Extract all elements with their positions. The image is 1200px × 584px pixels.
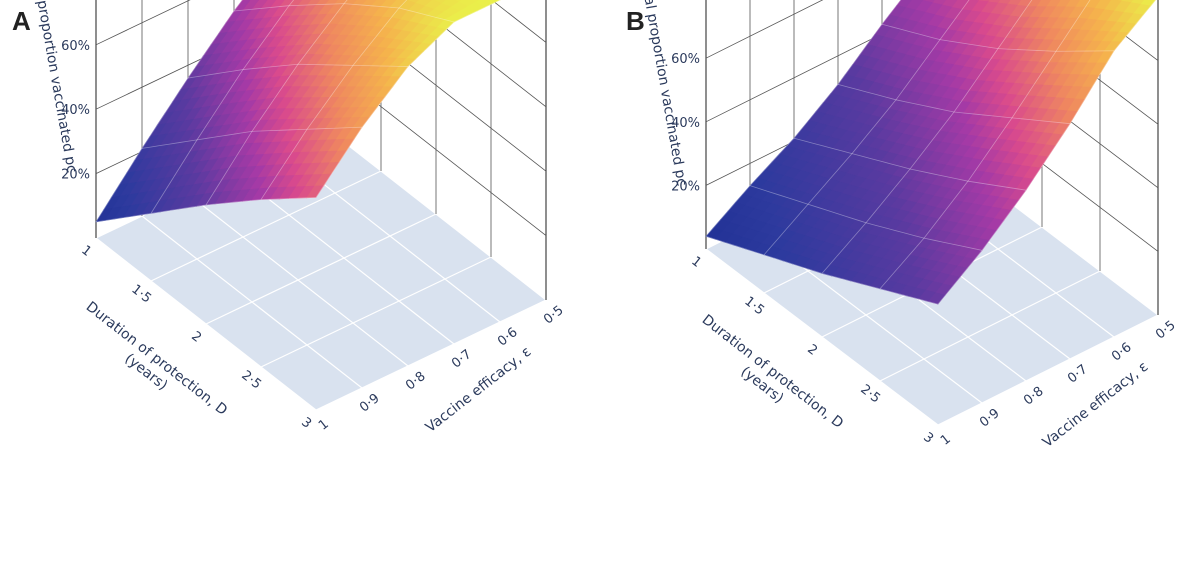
- d-tick-label: 1·5: [741, 294, 767, 319]
- e-tick-label: 0·9: [977, 406, 1003, 431]
- e-tick-label: 0·9: [357, 391, 383, 416]
- e-tick-label: 1: [316, 417, 332, 434]
- panel-letter: B: [626, 6, 645, 36]
- panel-letter: A: [12, 6, 31, 36]
- d-tick-label: 1: [78, 243, 94, 260]
- z-tick-label: 60%: [671, 52, 700, 67]
- surface-mesh-line: [705, 235, 939, 305]
- surface-mesh-line: [881, 23, 1115, 52]
- surface-mesh-line: [821, 0, 1033, 274]
- floor-gridline: [937, 314, 1159, 426]
- wall-gridline: [95, 0, 547, 172]
- z-tick-label: 20%: [61, 168, 90, 183]
- floor-gridline: [233, 171, 455, 345]
- e-axis-label: Vaccine efficacy, ε: [1040, 359, 1152, 451]
- z-tick-label: 60%: [61, 39, 90, 54]
- floor-gridline: [187, 193, 409, 367]
- d-tick-label: 2·5: [238, 368, 264, 393]
- surface-mesh-line: [150, 0, 295, 214]
- surface-mesh-line: [95, 197, 317, 223]
- d-tick-label: 1: [688, 254, 704, 271]
- e-tick-label: 0·5: [1153, 318, 1179, 343]
- floor-gridline: [95, 237, 317, 411]
- surface-mesh-line: [260, 0, 408, 200]
- d-tick-label: 3: [920, 430, 936, 447]
- panel-b: 20%40%60%80%100%11·522·5310·90·80·70·60·…: [626, 0, 1179, 451]
- d-tick-label: 2·5: [857, 382, 883, 407]
- d-tick-label: 3: [298, 415, 314, 432]
- surface-mesh-line: [233, 3, 455, 23]
- e-tick-label: 0·6: [495, 325, 521, 350]
- floor-gridline: [315, 299, 547, 411]
- e-tick-label: 0·6: [1109, 340, 1135, 365]
- surface-mesh-line: [937, 0, 1157, 305]
- surface-patch: [306, 185, 325, 199]
- floor-gridline: [879, 270, 1101, 382]
- d-tick-label: 1·5: [128, 282, 154, 307]
- surface-mesh-line: [95, 0, 243, 223]
- e-tick-label: 0·7: [1065, 362, 1091, 387]
- d-tick-label: 2: [804, 342, 820, 359]
- surface-mesh-line: [837, 84, 1071, 125]
- z-tick-label: 40%: [671, 116, 700, 131]
- surface-mesh-line: [705, 0, 902, 237]
- surface-mesh-line: [793, 137, 1027, 191]
- floor-gridline: [205, 213, 437, 325]
- e-tick-label: 0·8: [1021, 384, 1047, 409]
- surface-mesh-line: [763, 0, 970, 256]
- surface-mesh-line: [315, 0, 501, 198]
- surface-mesh-line: [879, 0, 1091, 290]
- surface-mesh-line: [187, 63, 409, 79]
- z-axis-label: Critical proportion vaccinated pc: [24, 0, 79, 174]
- floor-gridline: [141, 215, 363, 389]
- surface-mesh-line: [205, 0, 348, 206]
- z-tick-label: 40%: [61, 103, 90, 118]
- panel-a: 20%40%60%80%100%11·522·5310·90·80·70·60·…: [12, 0, 567, 436]
- z-tick-label: 20%: [671, 179, 700, 194]
- e-axis-label: Vaccine efficacy, ε: [423, 344, 535, 436]
- z-tick-label: 80%: [671, 0, 700, 4]
- surface-mesh-line: [141, 126, 363, 149]
- d-tick-label: 2: [188, 329, 204, 346]
- floor-gridline: [260, 256, 492, 368]
- floor-gridline: [150, 170, 382, 282]
- surface: [705, 0, 1157, 305]
- surface-mesh-line: [749, 185, 983, 251]
- surface: [95, 0, 501, 223]
- e-tick-label: 0·7: [449, 347, 475, 372]
- e-tick-label: 1: [938, 432, 954, 449]
- e-tick-label: 0·5: [541, 303, 567, 328]
- e-tick-label: 0·8: [403, 369, 429, 394]
- surface-patch: [927, 292, 946, 305]
- wall-gridline: [95, 0, 547, 108]
- floor-gridline: [705, 248, 939, 426]
